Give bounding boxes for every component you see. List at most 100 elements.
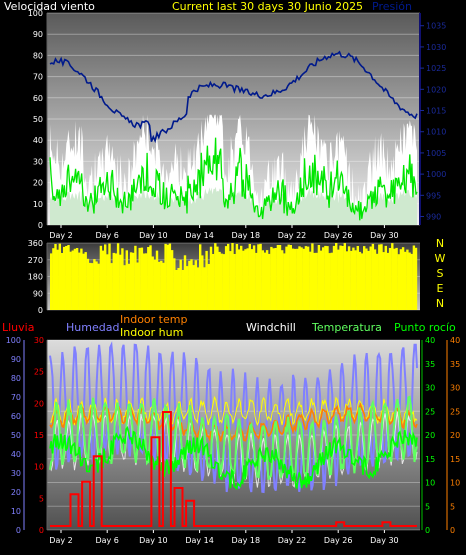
wind-direction-bar: [65, 246, 68, 310]
x-tick-label: Day 30: [370, 536, 399, 545]
pressure-y-tick: 1025: [426, 64, 446, 73]
rain-y-tick: 10: [34, 463, 44, 472]
wind-direction-bar: [391, 243, 394, 310]
wind-direction-bar: [121, 248, 124, 310]
wind-direction-bar: [106, 254, 109, 310]
wind-direction-bar: [67, 245, 70, 310]
wind-y-tick: 30: [33, 157, 43, 166]
temperature-y-tick: 0: [425, 526, 430, 535]
legend-indoor-temp: Indoor temp: [120, 313, 187, 326]
wind-direction-bar: [358, 251, 362, 310]
wind-direction-bar: [345, 251, 349, 310]
legend-windchill: Windchill: [246, 321, 296, 334]
x-tick-label: Day 2: [49, 231, 72, 240]
indoor-temp-y-tick: 15: [450, 455, 460, 464]
wind-direction-bar: [112, 252, 115, 310]
x-tick-label: Day 14: [185, 536, 214, 545]
wind-direction-bar: [82, 253, 85, 310]
rain-y-tick: 5: [39, 494, 44, 503]
wind-direction-bar: [78, 252, 81, 310]
wind-direction-bar: [272, 248, 275, 310]
wind-direction-bar: [306, 246, 310, 310]
pressure-y-tick: 1035: [426, 22, 446, 31]
wind-direction-bar: [410, 253, 413, 310]
chart-title: Current last 30 days 30 Junio 2025: [172, 0, 363, 13]
wind-direction-bar: [227, 243, 230, 310]
pressure-y-tick: 995: [426, 191, 441, 200]
wind-direction-bar: [201, 255, 204, 310]
humidity-y-tick: 0: [16, 526, 21, 535]
wind-direction-bar: [283, 253, 286, 310]
wind-direction-bar: [71, 250, 74, 310]
wind-direction-bar: [384, 245, 387, 310]
wind-direction-bar: [149, 245, 152, 310]
wind-direction-bar: [136, 262, 139, 310]
wind-direction-bar: [293, 248, 297, 310]
rain-y-tick: 25: [34, 368, 44, 377]
wind-direction-bar: [52, 248, 55, 310]
humidity-y-tick: 100: [6, 336, 21, 345]
rain-y-tick: 30: [34, 336, 44, 345]
wind-direction-bar: [315, 252, 318, 310]
compass-label: S: [437, 267, 444, 280]
wind-direction-bar: [162, 262, 165, 310]
x-tick-label: Day 26: [324, 536, 353, 545]
wind-direction-bar: [250, 249, 254, 310]
wind-direction-bar: [352, 247, 355, 310]
x-tick-label: Day 18: [232, 536, 261, 545]
direction-y-tick: 0: [38, 306, 43, 315]
wind-direction-bar: [322, 247, 325, 310]
wind-direction-bar: [285, 246, 288, 310]
dewpoint-series: [49, 425, 418, 491]
wind-direction-bar: [188, 260, 191, 310]
wind-direction-bar: [382, 252, 385, 310]
wind-direction-bar: [380, 244, 383, 310]
wind-direction-bar: [75, 248, 79, 310]
wind-direction-bar: [414, 247, 418, 310]
wind-direction-bar: [129, 252, 133, 310]
direction-y-tick: 270: [28, 256, 43, 265]
wind-direction-bar: [170, 250, 174, 310]
legend-temperature: Temperatura: [311, 321, 382, 334]
wind-direction-bar: [281, 250, 284, 310]
wind-direction-bar: [80, 248, 83, 310]
wind-y-tick: 80: [33, 51, 43, 60]
wind-direction-bar: [192, 265, 195, 310]
wind-direction-bar: [101, 250, 105, 310]
indoor-temp-y-tick: 35: [450, 360, 460, 369]
indoor-temp-y-tick: 0: [450, 526, 455, 535]
average-wind-series: [50, 186, 417, 225]
wind-direction-bar: [252, 245, 256, 310]
wind-direction-bar: [207, 264, 210, 310]
wind-direction-bar: [104, 244, 107, 310]
wind-direction-bar: [397, 254, 400, 310]
wind-direction-bar: [95, 261, 98, 310]
wind-direction-bar: [97, 263, 100, 310]
wind-direction-bar: [235, 244, 239, 310]
wind-direction-bar: [222, 254, 226, 310]
legend-dewpoint: Punto rocío: [394, 321, 456, 334]
wind-direction-bar: [388, 248, 392, 310]
wind-direction-bar: [268, 253, 271, 310]
wind-y-tick: 10: [33, 200, 43, 209]
humidity-y-tick: 50: [11, 431, 21, 440]
x-tick-label: Day 10: [139, 231, 168, 240]
wind-direction-bar: [317, 245, 321, 310]
compass-label: E: [437, 282, 444, 295]
wind-direction-bar: [160, 260, 163, 310]
wind-direction-bar: [186, 266, 189, 310]
wind-direction-bar: [229, 251, 232, 310]
wind-direction-bar: [278, 245, 282, 310]
temperature-y-tick: 40: [425, 336, 435, 345]
wind-direction-bar: [173, 258, 176, 310]
pressure-y-tick: 1000: [426, 170, 446, 179]
wind-direction-bar: [257, 244, 260, 310]
wind-y-tick: 100: [28, 9, 43, 18]
wind-direction-bar: [108, 243, 111, 310]
indoor-temp-y-tick: 30: [450, 384, 460, 393]
wind-direction-bar: [319, 250, 323, 310]
wind-direction-bar: [86, 258, 90, 310]
wind-direction-bar: [309, 251, 312, 310]
wind-direction-bar: [324, 245, 327, 310]
